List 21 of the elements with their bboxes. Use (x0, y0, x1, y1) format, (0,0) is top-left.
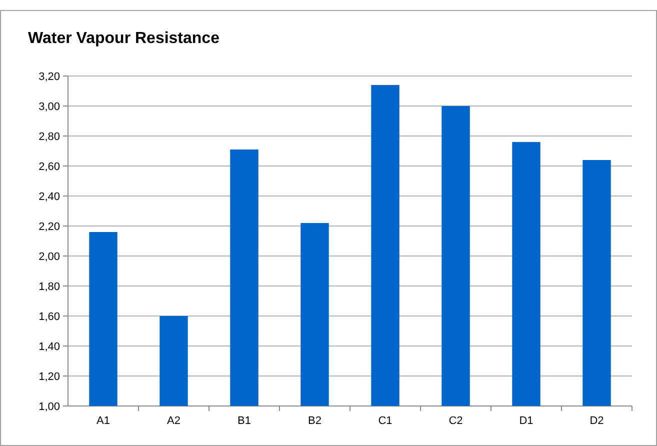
y-tick-label: 1,80 (38, 280, 60, 293)
y-tick-label: 2,80 (38, 130, 60, 143)
x-tick-label: A1 (96, 415, 110, 427)
y-tick-label: 3,20 (38, 70, 60, 83)
y-tick-label: 1,40 (38, 340, 60, 353)
x-tick-label: B2 (308, 415, 322, 427)
y-tick-label: 1,20 (38, 370, 60, 383)
x-tick-label: B1 (238, 415, 251, 427)
y-tick-label: 1,00 (38, 400, 60, 413)
x-tick-label: D2 (590, 415, 604, 427)
y-tick-label: 1,60 (38, 310, 60, 323)
y-tick-label: 2,00 (38, 250, 60, 263)
x-tick-label: A2 (167, 415, 180, 427)
x-tick-label: C1 (378, 415, 392, 427)
y-tick-label: 2,40 (38, 190, 60, 203)
x-tick-label: D1 (519, 415, 534, 427)
y-tick-label: 2,60 (38, 160, 60, 173)
x-tick-label: C2 (448, 415, 463, 427)
y-tick-label: 3,00 (38, 100, 60, 113)
y-tick-label: 2,20 (38, 220, 60, 233)
chart-title: Water Vapour Resistance (28, 30, 220, 47)
